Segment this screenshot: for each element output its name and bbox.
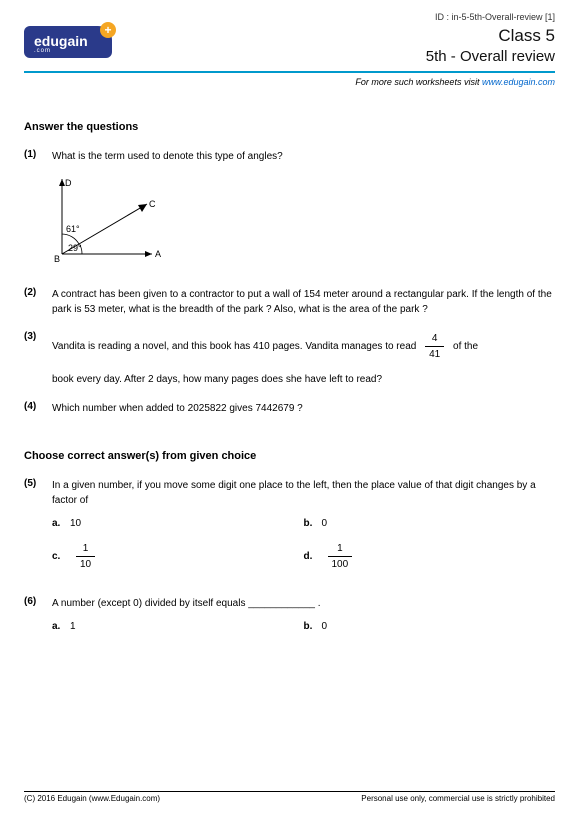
- q1-num: (1): [24, 149, 52, 273]
- section2-heading: Choose correct answer(s) from given choi…: [24, 450, 555, 462]
- footer: (C) 2016 Edugain (www.Edugain.com) Perso…: [24, 791, 555, 803]
- class-label: Class 5: [426, 26, 555, 46]
- q5-c-den: 10: [76, 556, 95, 572]
- q3-frac-num: 4: [425, 331, 444, 346]
- q5-c-label: c.: [52, 549, 66, 564]
- divider: [24, 71, 555, 73]
- q4-text: Which number when added to 2025822 gives…: [52, 401, 555, 416]
- section1-heading: Answer the questions: [24, 121, 555, 133]
- q4-num: (4): [24, 401, 52, 416]
- question-5: (5) In a given number, if you move some …: [24, 478, 555, 582]
- q5-d-frac: 1 100: [328, 541, 353, 572]
- q5-b-value: 0: [322, 516, 328, 531]
- q5-options: a. 10 b. 0 c. 1 10 d. 1: [52, 516, 555, 582]
- q3-num: (3): [24, 331, 52, 387]
- q3-line1: Vandita is reading a novel, and this boo…: [52, 331, 555, 362]
- visit-link[interactable]: www.edugain.com: [482, 77, 555, 87]
- q3-part1: Vandita is reading a novel, and this boo…: [52, 341, 419, 352]
- svg-text:A: A: [155, 249, 161, 259]
- q1-text: What is the term used to denote this typ…: [52, 149, 555, 164]
- footer-right: Personal use only, commercial use is str…: [361, 794, 555, 803]
- svg-text:C: C: [149, 199, 156, 209]
- angle-diagram-icon: D C A B 61° 29°: [52, 174, 172, 264]
- q3-body: Vandita is reading a novel, and this boo…: [52, 331, 555, 387]
- q3-fraction: 4 41: [425, 331, 444, 362]
- q3-part2: of the: [453, 341, 478, 352]
- q5-c-num: 1: [76, 541, 95, 556]
- plus-icon: +: [100, 22, 116, 38]
- question-6: (6) A number (except 0) divided by itsel…: [24, 596, 555, 644]
- visit-prefix: For more such worksheets visit: [355, 77, 482, 87]
- q6-b-value: 0: [322, 619, 328, 634]
- svg-text:B: B: [54, 254, 60, 264]
- q5-d-den: 100: [328, 556, 353, 572]
- header: edugain .com + Class 5 5th - Overall rev…: [24, 26, 555, 65]
- svg-text:D: D: [65, 178, 72, 188]
- q6-a-label: a.: [52, 619, 66, 634]
- visit-line: For more such worksheets visit www.eduga…: [24, 77, 555, 87]
- q5-opt-d: d. 1 100: [304, 541, 556, 572]
- id-line: ID : in-5-5th-Overall-review [1]: [24, 12, 555, 22]
- question-2: (2) A contract has been given to a contr…: [24, 287, 555, 317]
- q3-frac-den: 41: [425, 346, 444, 362]
- q6-opt-b: b. 0: [304, 619, 556, 634]
- footer-left: (C) 2016 Edugain (www.Edugain.com): [24, 794, 160, 803]
- logo: edugain .com +: [24, 26, 112, 58]
- svg-text:29°: 29°: [68, 243, 82, 253]
- q6-opt-a: a. 1: [52, 619, 304, 634]
- q6-text: A number (except 0) divided by itself eq…: [52, 596, 555, 611]
- question-1: (1) What is the term used to denote this…: [24, 149, 555, 273]
- q6-num: (6): [24, 596, 52, 644]
- q5-text: In a given number, if you move some digi…: [52, 478, 555, 508]
- title-block: Class 5 5th - Overall review: [426, 26, 555, 65]
- q2-text: A contract has been given to a contracto…: [52, 287, 555, 317]
- q5-num: (5): [24, 478, 52, 582]
- q5-d-num: 1: [328, 541, 353, 556]
- q6-body: A number (except 0) divided by itself eq…: [52, 596, 555, 644]
- q5-c-frac: 1 10: [76, 541, 95, 572]
- q3-part3: book every day. After 2 days, how many p…: [52, 372, 555, 387]
- q1-body: What is the term used to denote this typ…: [52, 149, 555, 273]
- svg-text:61°: 61°: [66, 224, 80, 234]
- q5-body: In a given number, if you move some digi…: [52, 478, 555, 582]
- question-3: (3) Vandita is reading a novel, and this…: [24, 331, 555, 387]
- q5-d-label: d.: [304, 549, 318, 564]
- q6-b-label: b.: [304, 619, 318, 634]
- worksheet-page: ID : in-5-5th-Overall-review [1] edugain…: [0, 0, 579, 644]
- q2-num: (2): [24, 287, 52, 317]
- worksheet-title: 5th - Overall review: [426, 48, 555, 65]
- q5-opt-a: a. 10: [52, 516, 304, 531]
- question-4: (4) Which number when added to 2025822 g…: [24, 401, 555, 416]
- q6-options: a. 1 b. 0: [52, 619, 555, 644]
- logo-text: edugain: [34, 33, 88, 49]
- q1-diagram: D C A B 61° 29°: [52, 174, 555, 269]
- q6-a-value: 1: [70, 619, 76, 634]
- q5-b-label: b.: [304, 516, 318, 531]
- q5-a-label: a.: [52, 516, 66, 531]
- q5-opt-b: b. 0: [304, 516, 556, 531]
- q5-opt-c: c. 1 10: [52, 541, 304, 572]
- q5-a-value: 10: [70, 516, 81, 531]
